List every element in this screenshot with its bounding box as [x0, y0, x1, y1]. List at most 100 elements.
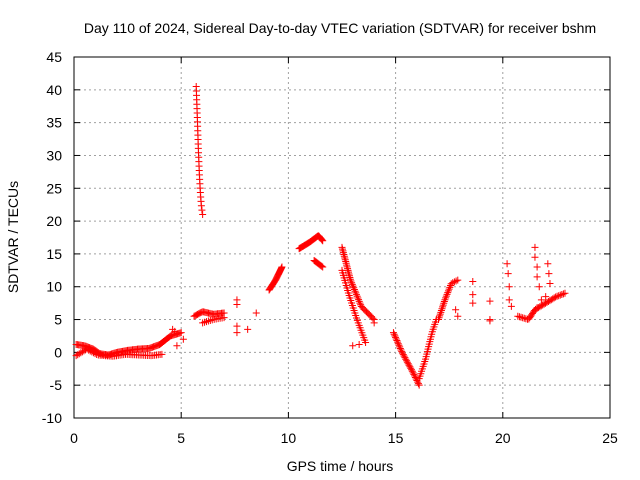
data-point [533, 263, 541, 271]
data-point [389, 329, 397, 337]
data-point [348, 279, 356, 287]
data-point [435, 314, 443, 322]
data-point [556, 291, 564, 299]
data-point [158, 350, 166, 358]
data-point [197, 202, 205, 210]
data-point [352, 289, 360, 297]
data-point [552, 293, 560, 301]
chart-title: Day 110 of 2024, Sidereal Day-to-day VTE… [84, 20, 596, 36]
data-point [546, 279, 554, 287]
plot-frame [73, 56, 611, 419]
data-point [83, 345, 91, 353]
y-tick-label: 35 [46, 115, 62, 131]
data-point [561, 289, 569, 297]
data-point [349, 282, 357, 290]
data-point [537, 302, 545, 310]
data-point [88, 348, 96, 356]
data-point [354, 294, 362, 302]
data-point [370, 319, 378, 327]
x-tick-label: 10 [281, 430, 297, 446]
data-point [233, 322, 241, 330]
data-point [346, 275, 354, 283]
data-point [439, 301, 447, 309]
data-point [553, 292, 561, 300]
data-point [319, 263, 327, 271]
data-point [547, 296, 555, 304]
x-tick-label: 5 [177, 430, 185, 446]
data-point [362, 339, 370, 347]
data-point [171, 327, 179, 335]
x-tick-label: 0 [70, 430, 78, 446]
data-point [351, 287, 359, 295]
data-point [317, 235, 325, 243]
x-tick-label: 20 [495, 430, 511, 446]
data-point [437, 307, 445, 315]
data-point [531, 305, 539, 313]
data-point [93, 350, 101, 358]
data-point [505, 283, 513, 291]
data-point [403, 357, 411, 365]
data-point [504, 270, 512, 278]
data-point [450, 278, 458, 286]
data-point [220, 314, 228, 322]
data-point [393, 337, 401, 345]
x-tick-label: 15 [388, 430, 404, 446]
data-point [414, 378, 422, 386]
data-point [233, 329, 241, 337]
y-tick-label: -5 [50, 377, 63, 393]
data-point [439, 303, 447, 311]
data-point [356, 299, 364, 307]
data-point [86, 347, 94, 355]
y-axis: -10 -5 0 5 10 15 20 25 30 35 40 45 [42, 49, 610, 426]
data-point [347, 277, 355, 285]
data-point [442, 294, 450, 302]
data-point [411, 373, 419, 381]
y-tick-label: 20 [46, 213, 62, 229]
data-point [469, 277, 477, 285]
data-point [444, 287, 452, 295]
data-point [394, 338, 402, 346]
data-point [85, 346, 93, 354]
data-point [355, 296, 363, 304]
data-point [440, 298, 448, 305]
data-point [531, 253, 539, 261]
data-point [201, 318, 209, 326]
data-point [546, 297, 554, 305]
data-point [91, 350, 99, 358]
data-point [544, 297, 552, 305]
data-point [397, 346, 405, 354]
data-point [437, 308, 445, 316]
data-point [549, 295, 557, 303]
data-point [408, 367, 416, 375]
data-point [444, 289, 452, 297]
data-point [452, 277, 460, 285]
data-point [355, 297, 363, 305]
data-point [559, 290, 567, 298]
data-point [198, 206, 206, 214]
data-point [318, 236, 326, 244]
data-point [550, 294, 558, 302]
data-point [443, 290, 451, 298]
data-point [535, 283, 543, 291]
data-point [401, 354, 409, 362]
data-point [406, 363, 414, 371]
data-point [392, 335, 400, 343]
data-point [469, 299, 477, 307]
data-point [409, 369, 417, 377]
data-point [199, 211, 207, 219]
data-point [396, 344, 404, 352]
data-point [206, 316, 214, 324]
data-point [545, 270, 553, 278]
data-point [446, 283, 454, 291]
data-point [233, 300, 241, 308]
data-point [486, 316, 494, 324]
y-tick-label: 45 [46, 49, 62, 65]
data-point [555, 292, 563, 300]
data-point [177, 329, 185, 337]
data-point [540, 300, 548, 308]
data-point [440, 299, 448, 307]
data-point [391, 332, 399, 340]
data-point [353, 292, 361, 300]
data-point [403, 358, 411, 366]
data-point [434, 316, 442, 324]
